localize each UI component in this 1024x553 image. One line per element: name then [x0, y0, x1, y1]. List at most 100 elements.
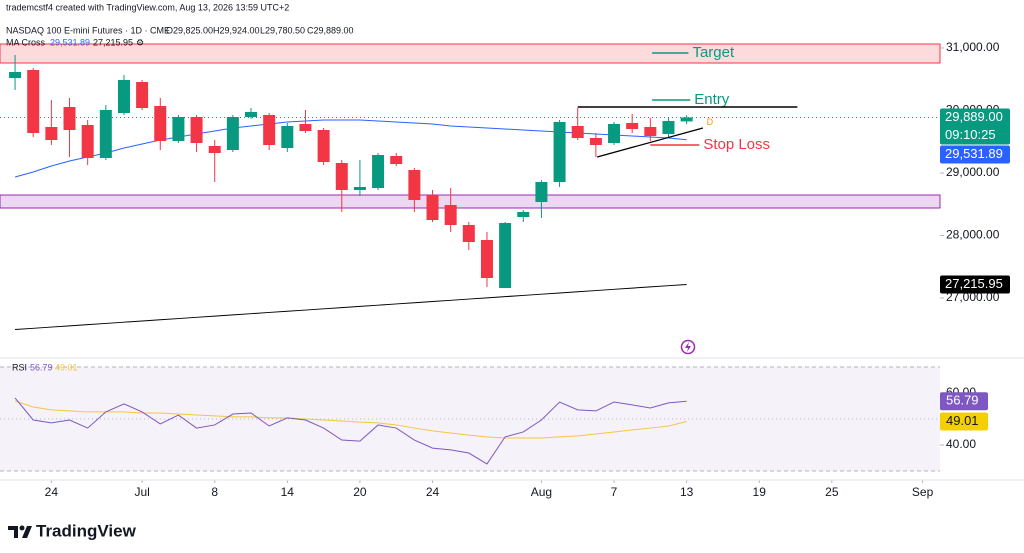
- rsi-label-box: [940, 412, 988, 431]
- candle-body: [589, 138, 602, 145]
- candle-body: [680, 117, 693, 122]
- candle-body: [136, 82, 149, 108]
- rsi-label: 49.01: [946, 413, 979, 428]
- candle-body: [317, 130, 330, 162]
- ohlc-value: L29,780.50: [260, 25, 305, 35]
- ma-line: [15, 284, 687, 330]
- brand: TradingView: [36, 521, 137, 540]
- trendline: [596, 127, 704, 158]
- candle-body: [372, 155, 385, 188]
- candle-body: [390, 156, 403, 164]
- price-pane: Target Entry Stop Loss D: [0, 43, 941, 330]
- candle-body: [208, 146, 221, 153]
- logo-mark: [22, 526, 32, 538]
- candle-body: [353, 187, 366, 190]
- credit: trademcstf4 created with TradingView.com…: [6, 2, 289, 12]
- price-label-box: [940, 145, 1010, 164]
- candle-body: [462, 225, 475, 242]
- ohlc-legend: O29,825.00 H29,924.00 L29,780.50 C29,889.00: [166, 25, 354, 35]
- ma-legend-name: MA Cross: [6, 37, 46, 47]
- candle-body: [281, 126, 294, 148]
- axes: 27,000.0028,000.0029,000.0030,000.0031,0…: [45, 40, 1010, 499]
- candle-body: [45, 127, 58, 140]
- alert-bolt: [685, 342, 691, 352]
- countdown: 09:10:25: [945, 127, 996, 142]
- d-badge: D: [707, 117, 714, 127]
- x-tick-label: 14: [281, 485, 295, 499]
- candle-body: [535, 182, 548, 202]
- candle-body: [226, 117, 239, 150]
- candle-body: [608, 124, 621, 143]
- candle-body: [27, 70, 40, 133]
- level-label: Stop Loss: [703, 136, 770, 153]
- y-tick-label: 31,000.00: [946, 40, 1000, 54]
- candle-body: [117, 80, 130, 113]
- x-tick-label: 8: [211, 485, 218, 499]
- candle-body: [172, 117, 185, 141]
- candle-body: [571, 126, 584, 138]
- rsi-band: [0, 366, 940, 471]
- x-tick-label: 25: [825, 485, 839, 499]
- y-tick-label: 28,000.00: [946, 228, 1000, 242]
- candle-body: [644, 127, 657, 136]
- candle-body: [63, 107, 76, 130]
- logo-dot: [19, 525, 25, 531]
- candle-body: [662, 121, 675, 134]
- candle-body: [81, 125, 94, 158]
- x-tick-label: 20: [353, 485, 367, 499]
- ohlc-value: C29,889.00: [307, 25, 354, 35]
- ohlc-value: H29,924.00: [213, 25, 260, 35]
- y-tick-label: 27,000.00: [946, 290, 1000, 304]
- y-tick-label: 29,000.00: [946, 165, 1000, 179]
- candle-body: [154, 106, 167, 141]
- price-label-box: [940, 108, 1010, 145]
- x-tick-label: Jul: [134, 485, 149, 499]
- rsi-legend-name: RSI: [12, 362, 27, 372]
- settings-icon: ⚙: [136, 37, 144, 47]
- rsi-legend-value: 56.79: [30, 362, 53, 372]
- price-label: 29,889.00: [945, 109, 1003, 124]
- logo-mark: [8, 526, 18, 538]
- candle-body: [626, 123, 639, 129]
- logo: [8, 525, 32, 538]
- x-tick-label: Aug: [531, 485, 552, 499]
- ohlc-value: O29,825.00: [166, 25, 213, 35]
- rsi-pane: [0, 366, 940, 472]
- level-label: Entry: [694, 91, 730, 108]
- candle-body: [299, 124, 312, 131]
- x-tick-label: 19: [753, 485, 767, 499]
- candle-body: [408, 170, 421, 200]
- x-tick-label: 13: [680, 485, 694, 499]
- zone: [0, 43, 941, 64]
- candle-body: [517, 212, 530, 217]
- candle-body: [553, 122, 566, 182]
- zone: [0, 194, 941, 209]
- candle-body: [263, 115, 276, 145]
- x-tick-label: Sep: [912, 485, 934, 499]
- alert-icon: [680, 339, 696, 355]
- candle-body: [245, 112, 258, 117]
- candle-body: [444, 205, 457, 225]
- ma-legend-slow: 27,215.95: [93, 37, 133, 47]
- x-tick-label: 7: [611, 485, 618, 499]
- rsi-line: [14, 400, 687, 439]
- price-label: 29,531.89: [945, 146, 1003, 161]
- rsi-label: 56.79: [946, 393, 979, 408]
- candle-body: [190, 117, 203, 143]
- symbol: NASDAQ 100 E-mini Futures · 1D · CME: [6, 25, 170, 35]
- y-tick-label: 40.00: [946, 437, 976, 451]
- rsi-legend-ma: 49.01: [55, 362, 78, 372]
- candle-body: [335, 163, 348, 190]
- candle-body: [9, 72, 22, 78]
- ma-legend-fast: 29,531.89: [50, 37, 90, 47]
- price-label-box: [940, 275, 1010, 294]
- x-tick-label: 24: [426, 485, 440, 499]
- rsi-line: [14, 397, 687, 465]
- price-label: 27,215.95: [945, 276, 1003, 291]
- rsi-label-box: [940, 392, 988, 411]
- level-label: Target: [692, 44, 735, 61]
- x-tick-label: 24: [45, 485, 59, 499]
- candle-body: [99, 110, 112, 158]
- candle-body: [499, 223, 512, 288]
